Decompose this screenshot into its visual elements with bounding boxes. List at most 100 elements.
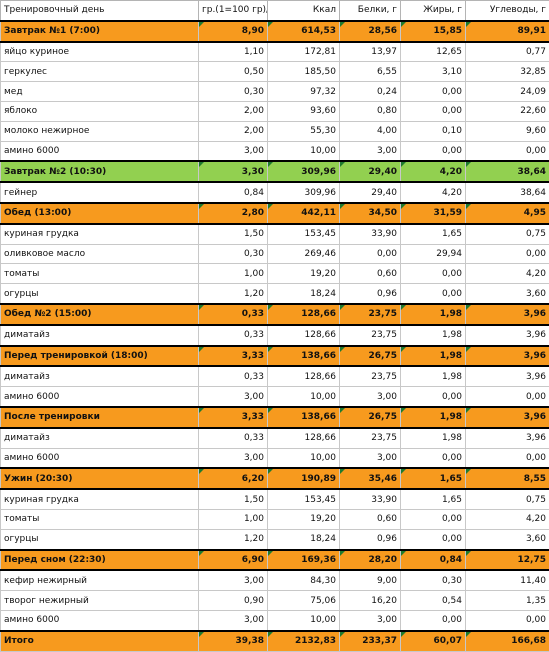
cell-name[interactable]: амино 6000 <box>1 448 199 468</box>
cell-protein[interactable]: 26,75 <box>340 346 401 367</box>
cell-name[interactable]: геркулес <box>1 62 199 82</box>
cell-kcal[interactable]: 172,81 <box>268 42 340 62</box>
cell-protein[interactable]: 28,20 <box>340 550 401 571</box>
cell-fat[interactable]: 0,00 <box>401 509 466 529</box>
cell-fat[interactable]: 0,00 <box>401 141 466 161</box>
cell-fat[interactable]: 0,00 <box>401 448 466 468</box>
cell-protein[interactable]: 34,50 <box>340 203 401 224</box>
cell-amount[interactable]: 1,50 <box>199 489 268 509</box>
cell-protein[interactable]: 9,00 <box>340 570 401 590</box>
cell-protein[interactable]: 0,96 <box>340 529 401 549</box>
cell-protein[interactable]: 0,00 <box>340 244 401 264</box>
cell-name[interactable]: огурцы <box>1 284 199 304</box>
cell-amount[interactable]: 0,50 <box>199 62 268 82</box>
cell-fat[interactable]: 1,98 <box>401 428 466 448</box>
cell-fat[interactable]: 31,59 <box>401 203 466 224</box>
cell-protein[interactable]: 3,00 <box>340 141 401 161</box>
cell-fat[interactable]: 3,10 <box>401 62 466 82</box>
cell-amount[interactable]: 3,33 <box>199 407 268 428</box>
cell-kcal[interactable]: 128,66 <box>268 428 340 448</box>
cell-name[interactable]: Завтрак №2 (10:30) <box>1 161 199 182</box>
cell-amount[interactable]: 39,38 <box>199 631 268 651</box>
cell-kcal[interactable]: 97,32 <box>268 82 340 102</box>
cell-protein[interactable]: 23,75 <box>340 366 401 386</box>
cell-protein[interactable]: 23,75 <box>340 304 401 325</box>
cell-name[interactable]: Перед тренировкой (18:00) <box>1 346 199 367</box>
cell-amount[interactable]: 3,33 <box>199 346 268 367</box>
cell-carbs[interactable]: 89,91 <box>466 21 549 42</box>
cell-kcal[interactable]: 10,00 <box>268 387 340 407</box>
cell-fat[interactable]: 0,00 <box>401 610 466 630</box>
header-cell-day[interactable]: Тренировочный день <box>1 1 199 21</box>
cell-carbs[interactable]: 0,75 <box>466 224 549 244</box>
cell-name[interactable]: томаты <box>1 509 199 529</box>
cell-kcal[interactable]: 153,45 <box>268 224 340 244</box>
cell-amount[interactable]: 3,00 <box>199 141 268 161</box>
cell-fat[interactable]: 0,84 <box>401 550 466 571</box>
cell-carbs[interactable]: 8,55 <box>466 468 549 489</box>
cell-amount[interactable]: 0,33 <box>199 428 268 448</box>
cell-amount[interactable]: 3,30 <box>199 161 268 182</box>
cell-carbs[interactable]: 3,96 <box>466 428 549 448</box>
cell-fat[interactable]: 60,07 <box>401 631 466 651</box>
cell-amount[interactable]: 1,00 <box>199 509 268 529</box>
cell-name[interactable]: куриная грудка <box>1 224 199 244</box>
cell-carbs[interactable]: 0,00 <box>466 141 549 161</box>
cell-name[interactable]: Завтрак №1 (7:00) <box>1 21 199 42</box>
cell-name[interactable]: амино 6000 <box>1 387 199 407</box>
cell-carbs[interactable]: 3,96 <box>466 346 549 367</box>
cell-carbs[interactable]: 0,77 <box>466 42 549 62</box>
cell-name[interactable]: диматайз <box>1 428 199 448</box>
cell-protein[interactable]: 0,24 <box>340 82 401 102</box>
cell-carbs[interactable]: 1,35 <box>466 591 549 611</box>
cell-amount[interactable]: 0,30 <box>199 244 268 264</box>
cell-protein[interactable]: 28,56 <box>340 21 401 42</box>
cell-name[interactable]: яйцо куриное <box>1 42 199 62</box>
cell-name[interactable]: диматайз <box>1 325 199 346</box>
cell-fat[interactable]: 1,98 <box>401 304 466 325</box>
cell-fat[interactable]: 0,30 <box>401 570 466 590</box>
cell-carbs[interactable]: 3,96 <box>466 304 549 325</box>
cell-amount[interactable]: 2,80 <box>199 203 268 224</box>
cell-carbs[interactable]: 0,00 <box>466 610 549 630</box>
cell-protein[interactable]: 33,90 <box>340 489 401 509</box>
cell-fat[interactable]: 0,00 <box>401 284 466 304</box>
cell-kcal[interactable]: 614,53 <box>268 21 340 42</box>
cell-protein[interactable]: 16,20 <box>340 591 401 611</box>
cell-carbs[interactable]: 0,00 <box>466 244 549 264</box>
cell-fat[interactable]: 0,00 <box>401 387 466 407</box>
cell-kcal[interactable]: 185,50 <box>268 62 340 82</box>
cell-carbs[interactable]: 3,96 <box>466 407 549 428</box>
header-cell-carbs[interactable]: Углеводы, г <box>466 1 549 21</box>
cell-name[interactable]: гейнер <box>1 182 199 203</box>
cell-protein[interactable]: 29,40 <box>340 161 401 182</box>
cell-protein[interactable]: 33,90 <box>340 224 401 244</box>
cell-protein[interactable]: 233,37 <box>340 631 401 651</box>
cell-carbs[interactable]: 3,60 <box>466 284 549 304</box>
cell-fat[interactable]: 4,20 <box>401 161 466 182</box>
cell-carbs[interactable]: 3,96 <box>466 366 549 386</box>
cell-kcal[interactable]: 18,24 <box>268 529 340 549</box>
cell-carbs[interactable]: 9,60 <box>466 121 549 141</box>
cell-protein[interactable]: 13,97 <box>340 42 401 62</box>
cell-amount[interactable]: 0,90 <box>199 591 268 611</box>
cell-protein[interactable]: 29,40 <box>340 182 401 203</box>
cell-fat[interactable]: 0,10 <box>401 121 466 141</box>
cell-name[interactable]: амино 6000 <box>1 610 199 630</box>
cell-fat[interactable]: 1,98 <box>401 407 466 428</box>
cell-carbs[interactable]: 38,64 <box>466 161 549 182</box>
cell-protein[interactable]: 23,75 <box>340 428 401 448</box>
header-cell-fat[interactable]: Жиры, г <box>401 1 466 21</box>
cell-name[interactable]: После тренировки <box>1 407 199 428</box>
cell-carbs[interactable]: 0,75 <box>466 489 549 509</box>
cell-fat[interactable]: 1,65 <box>401 224 466 244</box>
cell-fat[interactable]: 1,65 <box>401 489 466 509</box>
cell-protein[interactable]: 26,75 <box>340 407 401 428</box>
cell-kcal[interactable]: 10,00 <box>268 448 340 468</box>
cell-protein[interactable]: 3,00 <box>340 448 401 468</box>
cell-kcal[interactable]: 128,66 <box>268 304 340 325</box>
cell-protein[interactable]: 0,60 <box>340 509 401 529</box>
cell-kcal[interactable]: 309,96 <box>268 182 340 203</box>
cell-amount[interactable]: 1,10 <box>199 42 268 62</box>
cell-fat[interactable]: 0,00 <box>401 101 466 121</box>
